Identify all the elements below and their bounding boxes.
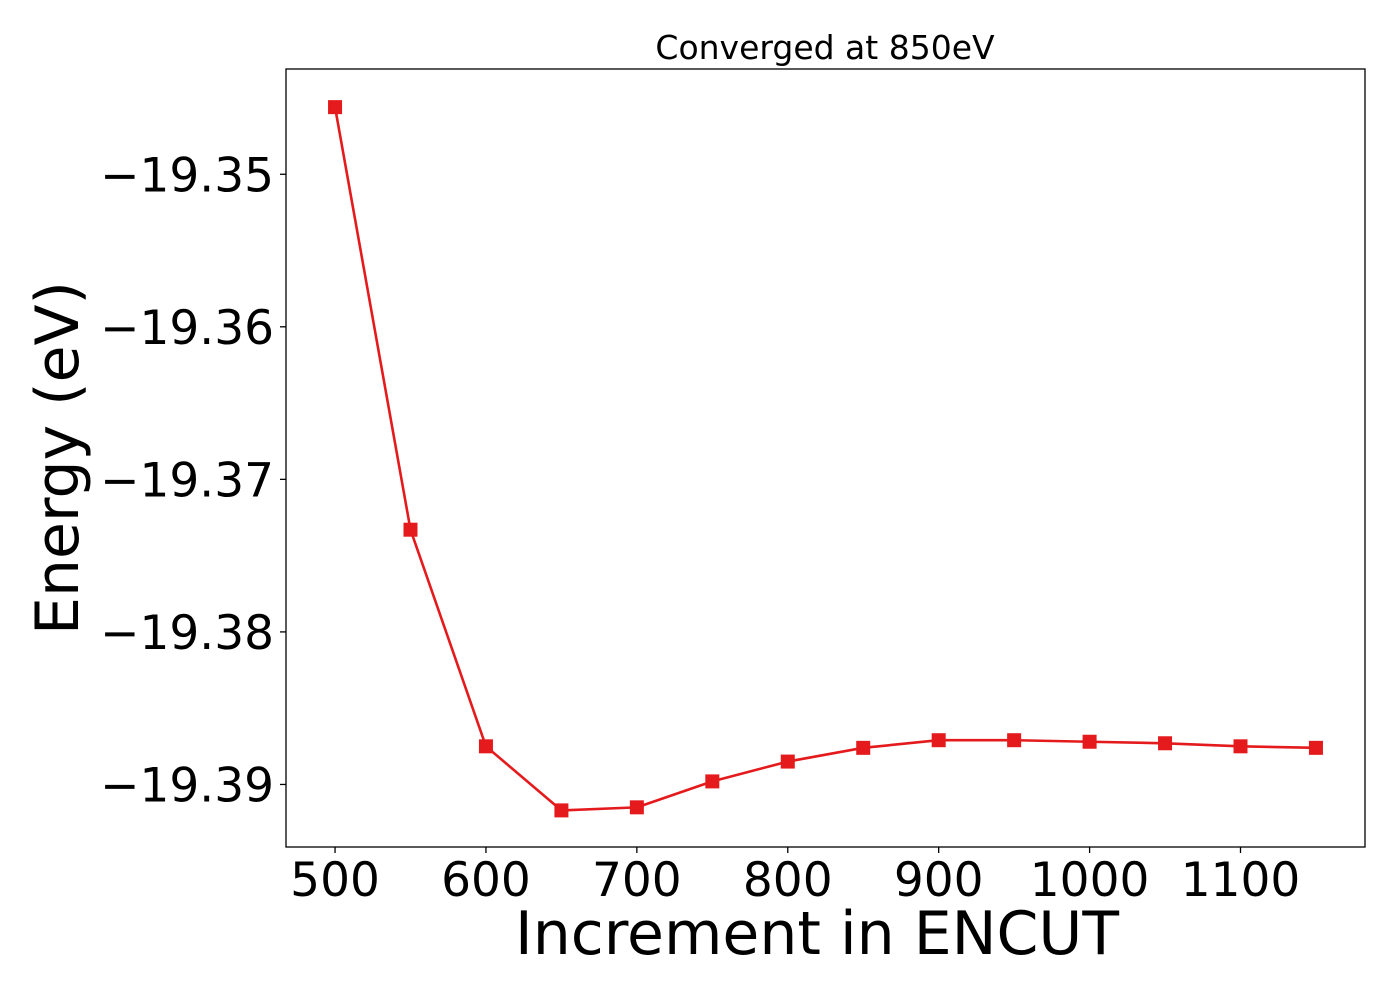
x-tick-label: 800 — [743, 853, 833, 908]
data-point-marker — [856, 740, 871, 755]
plot-frame — [285, 68, 1366, 848]
y-axis-label: Energy (eV) — [23, 281, 93, 635]
data-point-marker — [780, 754, 795, 769]
plot-area — [285, 68, 1366, 848]
data-point-marker — [478, 739, 493, 754]
chart-title: Converged at 850eV — [655, 28, 995, 67]
x-tick-label: 700 — [592, 853, 682, 908]
data-point-marker — [1308, 740, 1323, 755]
data-point-marker — [1007, 733, 1022, 748]
y-axis: −19.35 −19.36 −19.37 −19.38 −19.39 — [100, 148, 286, 813]
y-tick-label: −19.39 — [100, 758, 274, 813]
series-layer — [328, 100, 1323, 818]
x-tick-label: 900 — [894, 853, 984, 908]
data-point-marker — [705, 774, 720, 789]
y-tick-label: −19.36 — [100, 301, 274, 356]
data-point-marker — [554, 803, 569, 818]
data-point-marker — [1158, 736, 1173, 751]
data-point-marker — [1082, 734, 1097, 749]
x-tick-label: 500 — [290, 853, 380, 908]
data-point-marker — [328, 100, 343, 115]
y-tick-label: −19.37 — [100, 453, 274, 508]
x-tick-label: 1100 — [1181, 853, 1301, 908]
data-point-marker — [629, 800, 644, 815]
x-tick-label: 1000 — [1030, 853, 1150, 908]
x-tick-label: 600 — [441, 853, 531, 908]
x-axis: 500 600 700 800 900 1000 1100 — [290, 847, 1300, 908]
data-point-marker — [403, 522, 418, 537]
series-line — [333, 106, 1316, 812]
x-axis-label: Increment in ENCUT — [515, 899, 1119, 969]
y-tick-label: −19.38 — [100, 606, 274, 661]
data-point-marker — [1233, 739, 1248, 754]
y-tick-label: −19.35 — [100, 148, 274, 203]
data-point-marker — [931, 733, 946, 748]
